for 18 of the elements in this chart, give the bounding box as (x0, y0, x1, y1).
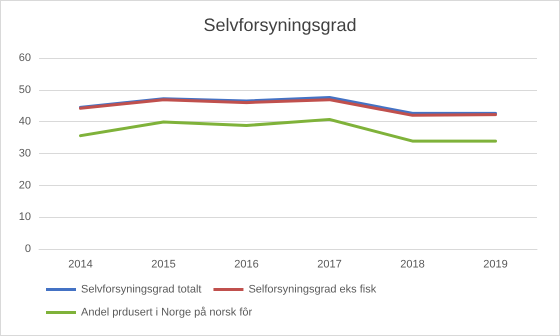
y-tick-label: 40 (18, 116, 31, 128)
x-tick-label: 2015 (151, 258, 176, 270)
y-tick-label: 20 (18, 179, 31, 192)
x-tick-label: 2016 (234, 258, 259, 270)
x-tick-label: 2018 (400, 258, 425, 270)
y-tick-label: 30 (18, 148, 31, 160)
legend-label: Andel prdusert i Norge på norsk fôr (81, 306, 253, 318)
y-tick-label: 50 (18, 84, 31, 96)
y-tick-label: 10 (18, 211, 31, 224)
legend-label: Selvforsyningsgrad totalt (81, 284, 202, 296)
x-tick-label: 2014 (68, 258, 93, 270)
y-tick-label: 60 (18, 52, 31, 64)
legend-label: Selforsyningsgrad eks fisk (248, 284, 377, 296)
line-series (79, 118, 497, 143)
y-tick-label: 0 (24, 243, 31, 255)
x-tick-label: 2017 (317, 258, 342, 270)
chart-title: Selvforsyningsgrad (203, 15, 357, 35)
x-tick-label: 2019 (483, 258, 508, 270)
